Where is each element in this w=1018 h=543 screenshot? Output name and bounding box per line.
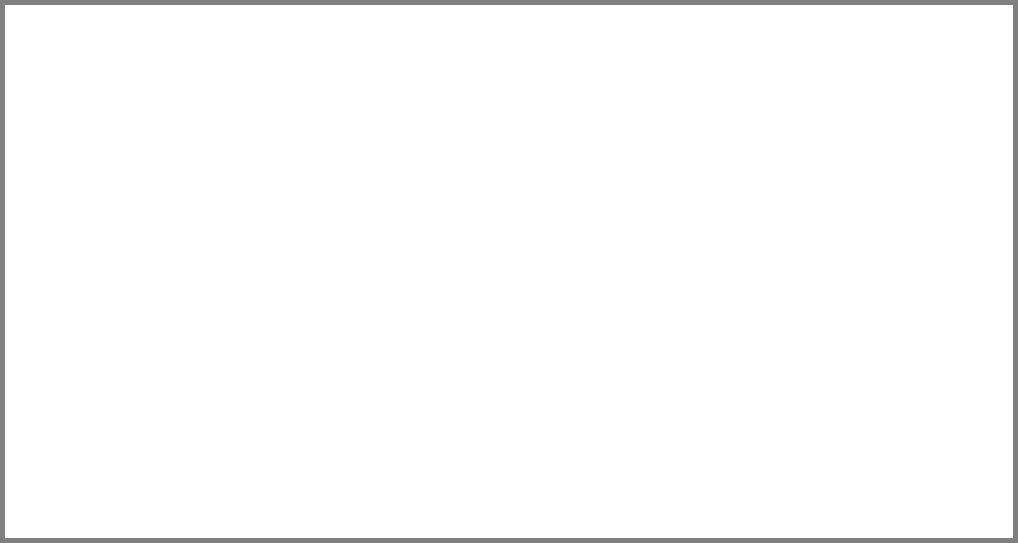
local-minimum-left-label-line-2: Minimum <box>167 464 237 483</box>
global-minimum-label-line-1: Global <box>501 442 555 461</box>
local-minimum-right-label: Local Minimum <box>782 441 852 485</box>
local-minimum-left-label: Local Minimum <box>167 441 237 485</box>
global-minimum-label: Global Minimum <box>490 441 565 485</box>
local-minimum-left-label-line-1: Local <box>181 442 223 461</box>
global-minimum-label-line-2: Minimum <box>490 464 566 483</box>
local-minimum-right-label-line-2: Minimum <box>782 464 852 483</box>
local-minimum-right-label-line-1: Local <box>796 442 838 461</box>
